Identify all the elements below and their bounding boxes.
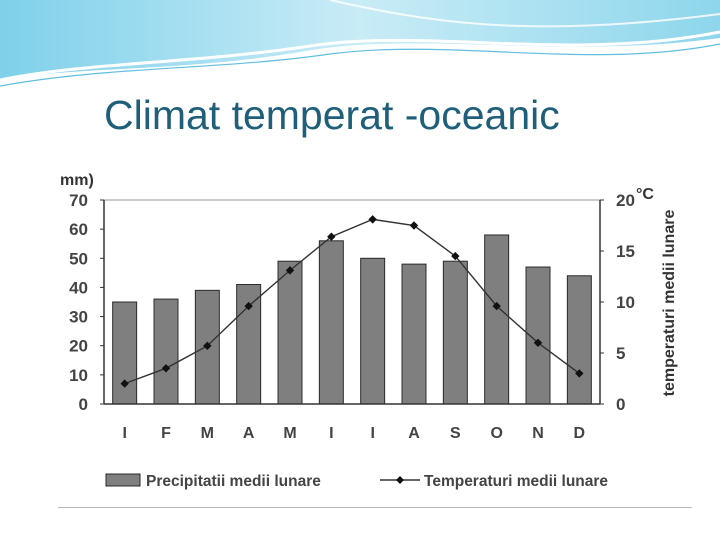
legend-line-marker [396, 476, 404, 484]
month-label: A [408, 425, 420, 442]
bar-5 [277, 260, 303, 405]
temperature-point-7 [368, 215, 377, 224]
bar-10 [484, 234, 510, 405]
decorative-wave-header [0, 0, 720, 87]
month-label: M [201, 425, 214, 442]
left-tick-label: 0 [79, 395, 88, 414]
temperature-point-11 [533, 338, 543, 347]
right-tick-label: 0 [616, 395, 625, 414]
left-tick-label: 20 [69, 337, 88, 356]
temperature-point-5 [285, 266, 295, 275]
temperature-point-10 [492, 301, 501, 311]
bar-9 [442, 260, 468, 405]
month-label: O [490, 425, 502, 442]
temperature-point-4 [244, 301, 253, 311]
right-tick-label: 10 [616, 293, 635, 312]
left-tick-label: 50 [69, 249, 88, 268]
right-axis-unit: °C [636, 186, 654, 203]
bar-7 [360, 257, 386, 405]
bar-6 [318, 240, 344, 405]
left-tick-label: 30 [69, 308, 88, 327]
bar-8 [401, 263, 427, 405]
month-label: I [370, 425, 374, 442]
bar-2 [153, 298, 179, 405]
temperature-line [124, 218, 580, 385]
month-label: S [450, 425, 461, 442]
bar-1 [112, 301, 138, 405]
month-label: N [532, 425, 544, 442]
month-label: D [574, 425, 586, 442]
legend-temperature-label: Temperaturi medii lunare [424, 473, 608, 490]
temperature-point-6 [327, 232, 336, 241]
left-tick-label: 60 [69, 220, 88, 239]
month-label: A [243, 425, 255, 442]
month-label: M [283, 425, 296, 442]
legend-precipitation-label: Precipitatii medii lunare [146, 473, 321, 490]
left-tick-label: 70 [69, 191, 88, 210]
bar-12 [566, 275, 592, 405]
temperature-point-3 [203, 341, 212, 351]
temperature-point-2 [161, 364, 171, 373]
temperature-point-9 [451, 251, 460, 261]
month-label: I [122, 425, 126, 442]
chart-area: 0 10 20 30 40 50 60 70 mm) 0 5 10 15 20 °C temperaturi … [58, 165, 692, 508]
slide-title: Climat temperat -oceanic [104, 92, 560, 138]
right-axis-label: temperaturi medii lunare [661, 210, 678, 397]
right-tick-label: 20 [616, 191, 635, 210]
right-tick-label: 5 [616, 344, 625, 363]
left-tick-label: 40 [69, 278, 88, 297]
right-tick-label: 15 [616, 242, 635, 261]
legend-bar-swatch [105, 473, 141, 487]
left-axis-label: mm) [60, 172, 94, 189]
month-label: F [161, 425, 171, 442]
month-label: I [329, 425, 333, 442]
left-tick-label: 10 [69, 366, 88, 385]
temperature-point-12 [575, 369, 584, 378]
temperature-point-1 [120, 379, 129, 388]
